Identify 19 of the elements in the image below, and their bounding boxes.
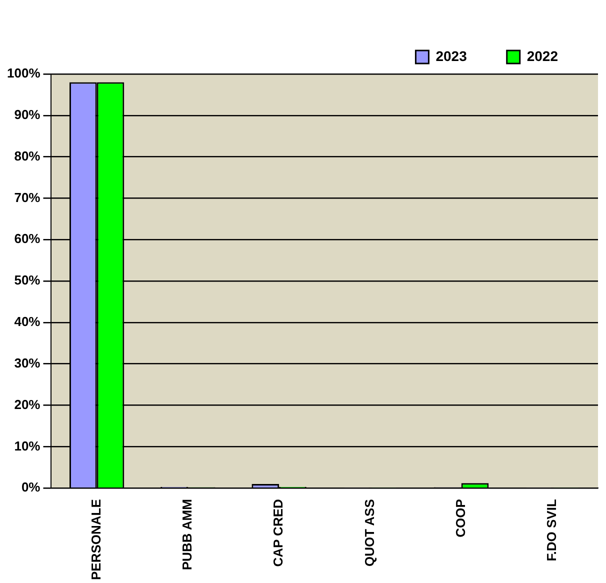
y-tick-label: 10% — [14, 438, 41, 454]
x-tick-label: COOP — [452, 498, 468, 538]
y-tick-label: 50% — [14, 272, 41, 288]
x-tick-label: CAP CRED — [270, 499, 286, 567]
y-tick-label: 0% — [21, 480, 41, 495]
y-tick-label: 30% — [14, 355, 41, 370]
y-tick-label: 40% — [14, 314, 41, 330]
y-tick-label: 90% — [14, 106, 41, 122]
y-tick-label: 100% — [7, 66, 41, 81]
x-tick-label: PERSONALE — [88, 498, 104, 580]
legend-label: 2023 — [436, 48, 468, 64]
x-tick-label: PUBB AMM — [180, 499, 195, 570]
y-tick-label: 20% — [14, 396, 41, 412]
x-tick-label: QUOT ASS — [362, 498, 377, 567]
y-tick-label: 60% — [14, 231, 41, 246]
y-tick-label: 80% — [14, 148, 41, 164]
x-tick-label: F.DO SVIL — [544, 499, 560, 562]
legend-label: 2022 — [526, 48, 558, 64]
y-tick-label: 70% — [14, 190, 41, 205]
